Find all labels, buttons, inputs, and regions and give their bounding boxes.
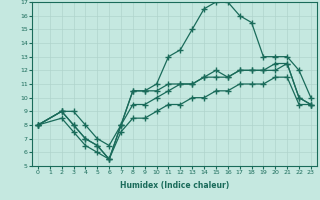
X-axis label: Humidex (Indice chaleur): Humidex (Indice chaleur): [120, 181, 229, 190]
